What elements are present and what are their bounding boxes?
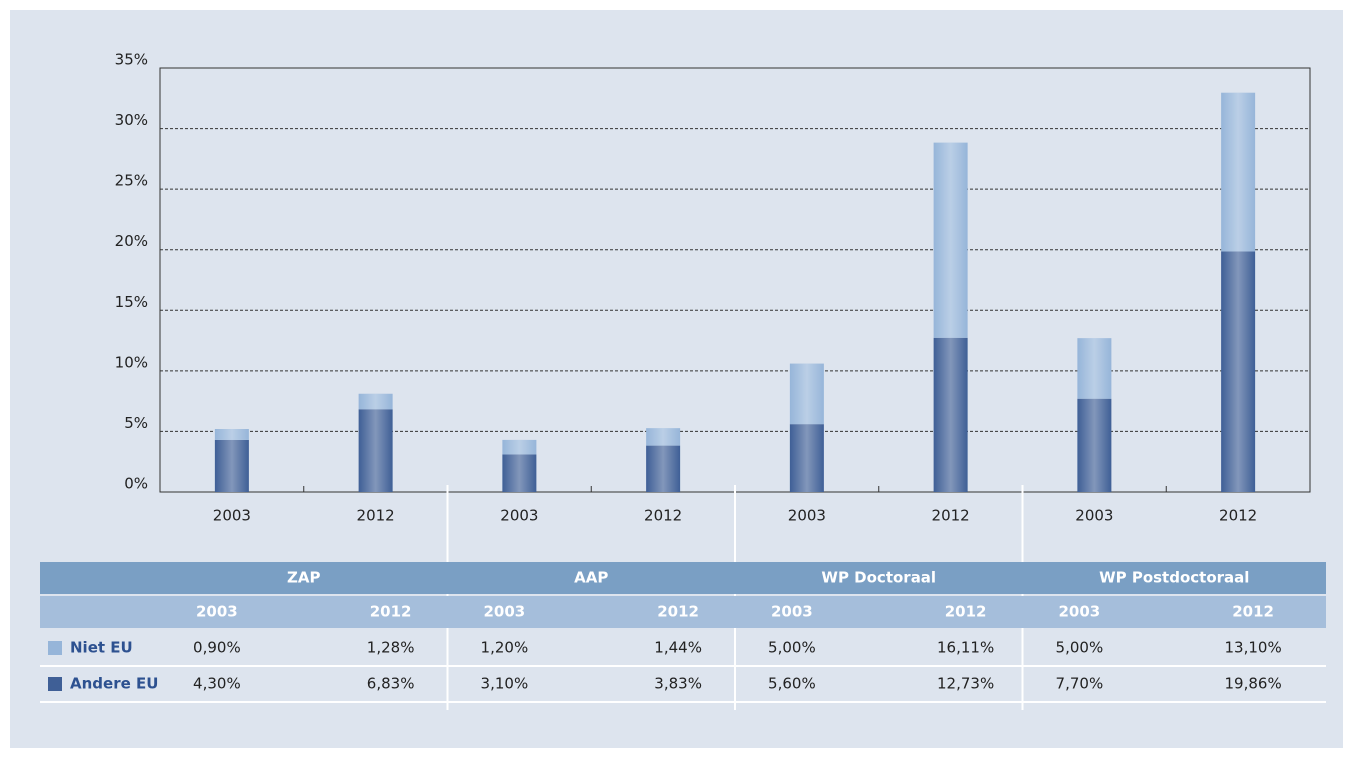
y-tick-label: 20%	[115, 232, 148, 250]
year-header: 2003	[771, 603, 813, 621]
x-tick-label: 2003	[788, 507, 826, 525]
y-tick-label: 30%	[115, 111, 148, 129]
table-header	[40, 562, 1326, 594]
panel	[10, 10, 1343, 748]
bar-shine	[789, 363, 824, 425]
bar-shine	[214, 429, 249, 440]
bar-shine	[1221, 92, 1256, 252]
cell: 1,20%	[481, 639, 529, 657]
cell: 5,00%	[1056, 639, 1104, 657]
cell: 3,10%	[481, 675, 529, 693]
x-tick-label: 2003	[500, 507, 538, 525]
cell: 0,90%	[193, 639, 241, 657]
cell: 12,73%	[937, 675, 994, 693]
cell: 4,30%	[193, 675, 241, 693]
group-header: AAP	[574, 569, 608, 587]
year-header: 2012	[657, 603, 699, 621]
bar-shine	[358, 393, 393, 410]
cell: 5,00%	[768, 639, 816, 657]
cell: 5,60%	[768, 675, 816, 693]
cell: 1,28%	[367, 639, 415, 657]
cell: 7,70%	[1056, 675, 1104, 693]
y-tick-label: 5%	[124, 414, 148, 432]
legend-swatch	[48, 677, 62, 691]
cell: 6,83%	[367, 675, 415, 693]
cell: 3,83%	[654, 675, 702, 693]
bar-shine	[1221, 251, 1256, 492]
x-tick-label: 2012	[357, 507, 395, 525]
year-header: 2012	[370, 603, 412, 621]
year-header: 2003	[484, 603, 526, 621]
y-tick-label: 25%	[115, 172, 148, 190]
cell: 19,86%	[1225, 675, 1282, 693]
year-header: 2003	[196, 603, 238, 621]
year-header: 2012	[945, 603, 987, 621]
bar-shine	[933, 337, 968, 492]
group-header: ZAP	[287, 569, 320, 587]
cell: 1,44%	[654, 639, 702, 657]
cell: 16,11%	[937, 639, 994, 657]
cell: 13,10%	[1225, 639, 1282, 657]
row-label: Andere EU	[70, 675, 158, 693]
bar-shine	[646, 445, 681, 492]
group-header: WP Doctoraal	[821, 569, 936, 587]
x-tick-label: 2003	[213, 507, 251, 525]
year-header: 2003	[1059, 603, 1101, 621]
bar-shine	[1077, 338, 1112, 399]
y-tick-label: 10%	[115, 353, 148, 371]
table-subheader	[40, 596, 1326, 628]
year-header: 2012	[1232, 603, 1274, 621]
y-tick-label: 15%	[115, 293, 148, 311]
bar-shine	[358, 409, 393, 492]
group-header: WP Postdoctoraal	[1099, 569, 1249, 587]
bar-shine	[1077, 398, 1112, 492]
bar-shine	[933, 142, 968, 338]
bar-shine	[214, 439, 249, 492]
x-tick-label: 2012	[644, 507, 682, 525]
x-tick-label: 2012	[932, 507, 970, 525]
row-label: Niet EU	[70, 639, 133, 657]
y-tick-label: 35%	[115, 51, 148, 69]
bar-shine	[646, 428, 681, 446]
y-tick-label: 0%	[124, 475, 148, 493]
legend-swatch	[48, 641, 62, 655]
x-tick-label: 2003	[1075, 507, 1113, 525]
bar-shine	[502, 454, 537, 492]
x-tick-label: 2012	[1219, 507, 1257, 525]
bar-shine	[789, 424, 824, 492]
bar-shine	[502, 439, 537, 455]
